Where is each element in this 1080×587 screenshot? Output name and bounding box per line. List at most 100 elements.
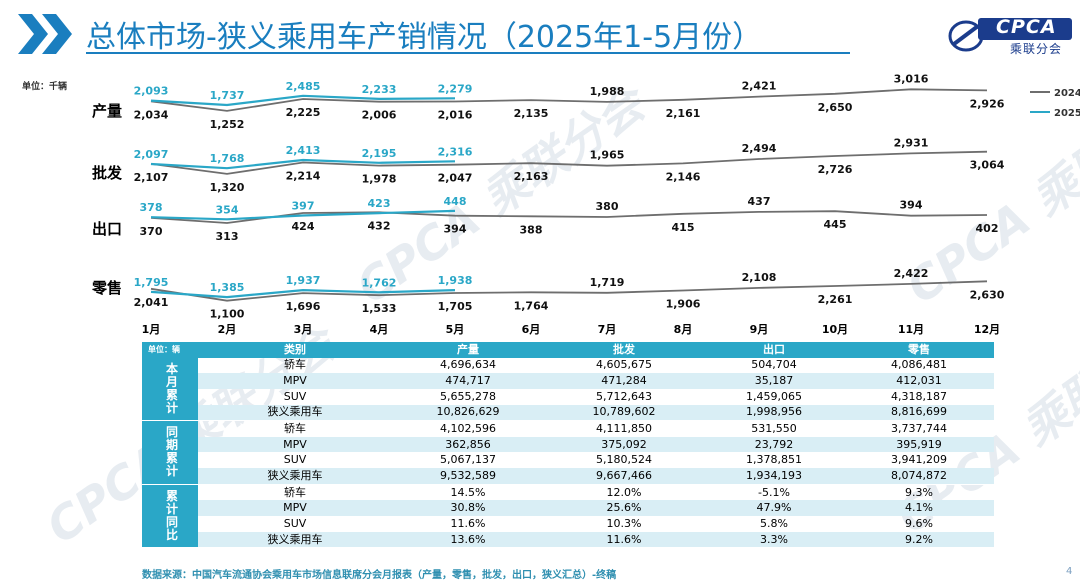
x-tick-label: 10月: [822, 323, 848, 336]
data-label: 2,146: [666, 170, 701, 183]
data-label: 354: [216, 203, 239, 216]
page-title: 总体市场-狭义乘用车产销情况（2025年1-5月份）: [86, 20, 763, 55]
data-label: 2,316: [438, 145, 473, 158]
data-label: 437: [748, 195, 771, 208]
series-line-2024: [150, 150, 988, 175]
data-label: 1,385: [210, 281, 245, 294]
data-label: 2,097: [134, 148, 169, 161]
table-cell: 9.3%: [844, 483, 994, 501]
data-label: 370: [140, 225, 163, 238]
data-label: 1,978: [362, 173, 397, 186]
table-row: 同期累计 轿车 4,102,596 4,111,850 531,550 3,737,744: [142, 420, 994, 485]
table-cell: 8,816,699: [844, 404, 994, 421]
table-cell: 4,086,481: [891, 358, 947, 372]
data-label: 1,906: [666, 297, 701, 310]
table-row: SUV 5,067,137 5,180,524 1,378,851 3,941,209: [142, 452, 994, 468]
data-label: 402: [976, 222, 999, 235]
data-label: 3,064: [970, 159, 1005, 172]
data-label: 2,093: [134, 85, 169, 98]
table-cell: 25.6%: [544, 500, 704, 517]
data-label: 1,938: [438, 274, 473, 287]
x-tick-label: 7月: [598, 323, 617, 336]
panel-label: 出口: [92, 220, 122, 238]
panel-label: 产量: [92, 102, 122, 120]
table-cell: 1,459,065: [746, 389, 802, 403]
table-cell: -5.1%: [704, 483, 844, 501]
data-label: 1,320: [210, 181, 245, 194]
data-label: 1,988: [590, 85, 625, 98]
series-line-2024: [150, 88, 988, 112]
title-underline: [86, 52, 850, 54]
data-label: 2,413: [286, 144, 321, 157]
x-tick-label: 9月: [750, 323, 769, 336]
legend-label: 2024: [1054, 88, 1080, 99]
logo-text: CPCA: [996, 16, 1057, 38]
table-cell: 9,667,466: [544, 468, 704, 485]
data-label: 397: [292, 199, 315, 212]
data-label: 2,261: [818, 293, 853, 306]
table-cell: 11.6%: [450, 516, 486, 530]
data-label: 380: [596, 200, 619, 213]
table-body: 本月累计 轿车 4,696,634 4,605,675 504,704 4,086,481…: [142, 357, 994, 548]
data-label: 448: [444, 195, 467, 208]
x-tick-label: 4月: [370, 323, 389, 336]
table-cell: 362,856: [392, 436, 544, 453]
table-cell: 30.8%: [392, 500, 544, 517]
table-row: MPV 30.8% 25.6% 47.9% 4.1%: [142, 500, 994, 517]
data-label: 2,006: [362, 109, 397, 122]
data-label: 424: [292, 220, 315, 233]
data-label: 2,034: [134, 108, 169, 121]
line-chart: 产量 2,034 1,252 2,225 2,006 2,016 2,135 1,988 2,1…: [91, 72, 1080, 336]
table-cell: 3,737,744: [844, 420, 994, 437]
cpca-logo: [948, 18, 1072, 52]
table-cell: 10.3%: [606, 516, 642, 530]
series-line-2024: [150, 210, 988, 224]
table-cell: 12.0%: [544, 483, 704, 501]
x-tick-label: 1月: [142, 323, 161, 336]
table-row-label: MPV: [198, 500, 392, 517]
table-cell: 10,789,602: [544, 404, 704, 421]
data-label: 1,795: [134, 276, 169, 289]
data-label: 2,421: [742, 80, 777, 93]
table-cell: 4,318,187: [891, 389, 947, 403]
x-tick-label: 5月: [446, 323, 465, 336]
x-tick-label: 6月: [522, 323, 541, 336]
table-row-label: SUV: [283, 453, 307, 467]
table-cell: 5,655,278: [440, 389, 496, 403]
table-header: 出口: [704, 342, 844, 358]
table-cell: 504,704: [751, 358, 797, 372]
table-row: SUV 5,655,278 5,712,643 1,459,065 4,318,187: [142, 389, 994, 405]
table-group-label: 同期累计: [142, 420, 198, 485]
data-label: 2,108: [742, 271, 777, 284]
data-label: 423: [368, 197, 391, 210]
table-row-label: MPV: [198, 436, 392, 453]
x-tick-label: 2月: [218, 323, 237, 336]
data-label: 2,047: [438, 172, 473, 185]
table-row-label: MPV: [198, 373, 392, 389]
table-row-label: 轿车: [198, 420, 392, 437]
table-cell: 4,111,850: [544, 420, 704, 437]
data-label: 2,485: [286, 80, 321, 93]
data-label: 394: [444, 223, 467, 236]
data-label: 1,965: [590, 149, 625, 162]
table-cell: 23,792: [704, 436, 844, 453]
table-cell: 531,550: [704, 420, 844, 437]
table-row: MPV 474,717 471,284 35,187 412,031: [142, 373, 994, 389]
table-row: 狭义乘用车 13.6% 11.6% 3.3% 9.2%: [142, 531, 994, 548]
table-cell: 8,074,872: [844, 468, 994, 485]
table-row: MPV 362,856 375,092 23,792 395,919: [142, 436, 994, 453]
table-header: 批发: [544, 342, 704, 358]
series-line-2025: [150, 288, 456, 299]
table-cell: 10,826,629: [392, 404, 544, 421]
data-label: 313: [216, 230, 239, 243]
table-header: 零售: [844, 342, 994, 358]
table-row-label: 轿车: [198, 483, 392, 501]
summary-table: 单位：辆 类别 产量 批发 出口 零售 本月累计 轿车 4,696,634 4,605…: [142, 342, 994, 548]
table-group-label: 本月累计: [142, 357, 198, 421]
data-label: 1,252: [210, 118, 245, 131]
data-label: 2,630: [970, 288, 1005, 301]
data-label: 2,650: [818, 101, 853, 114]
panel-label: 零售: [91, 279, 122, 297]
logo-subtitle: 乘联分会: [1010, 42, 1063, 56]
series-line-2025: [150, 94, 456, 107]
